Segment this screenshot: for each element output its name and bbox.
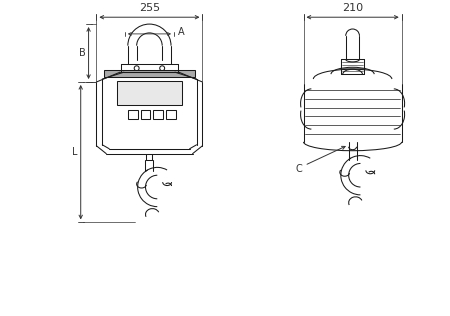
Text: A: A <box>178 27 184 37</box>
Bar <box>140 111 150 119</box>
Bar <box>153 111 163 119</box>
Bar <box>117 81 182 105</box>
Text: 210: 210 <box>342 3 363 13</box>
Text: 255: 255 <box>139 3 160 13</box>
Text: B: B <box>79 48 86 58</box>
Bar <box>104 70 194 77</box>
Text: C: C <box>295 164 302 174</box>
Text: L: L <box>72 147 78 157</box>
Bar <box>166 111 176 119</box>
Bar <box>128 111 138 119</box>
